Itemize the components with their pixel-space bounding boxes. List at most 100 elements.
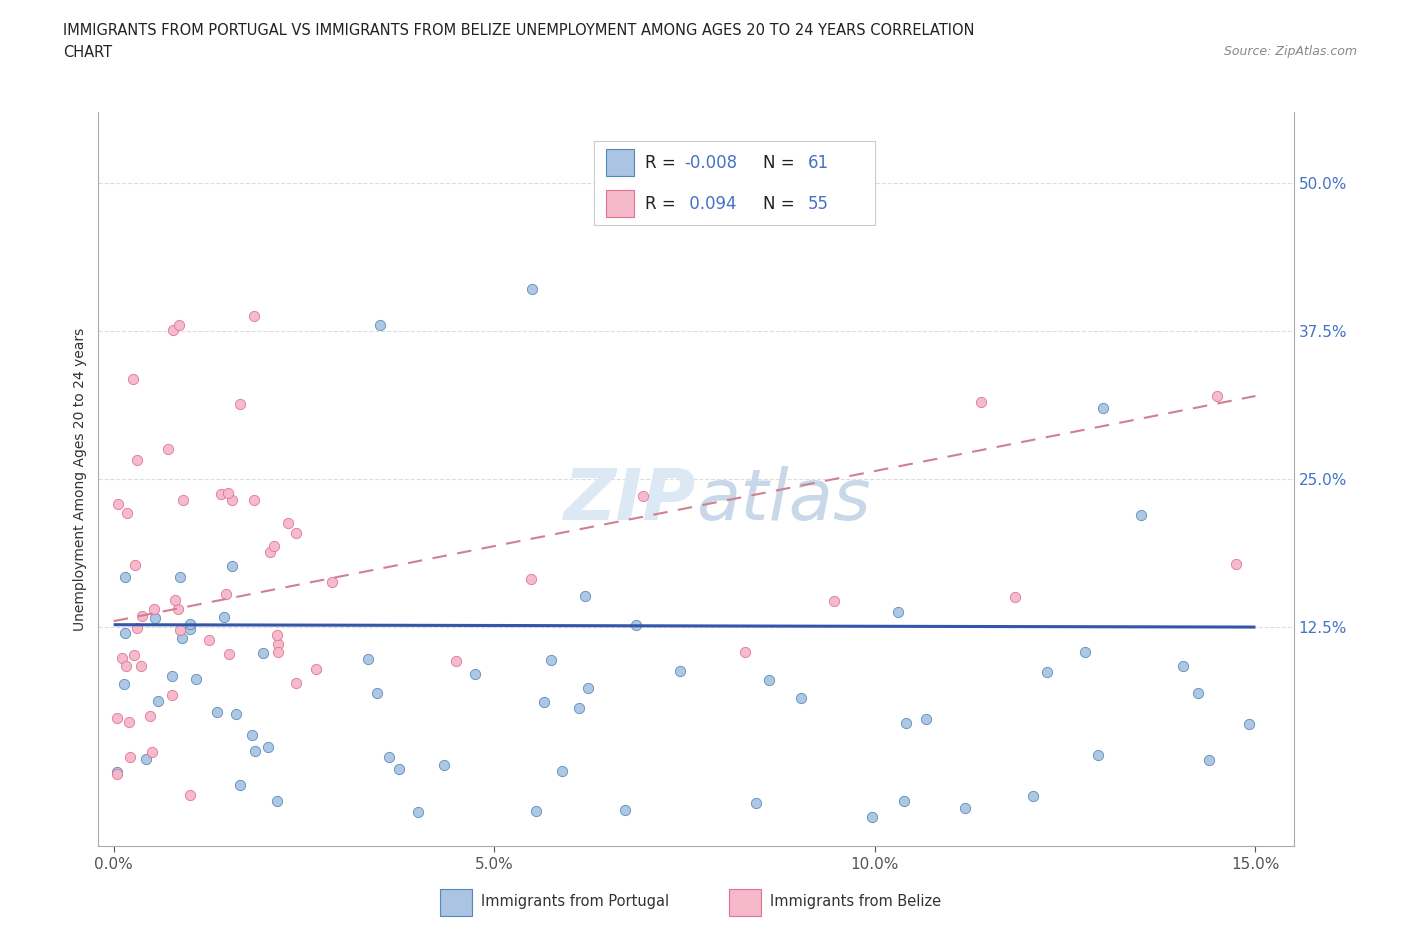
Point <box>209 487 232 502</box>
Point <box>266 644 288 659</box>
Point <box>146 693 169 708</box>
Point <box>464 667 486 682</box>
Point <box>157 442 180 457</box>
Point <box>138 709 160 724</box>
FancyBboxPatch shape <box>440 889 472 916</box>
Point <box>1036 664 1059 679</box>
Point <box>118 749 141 764</box>
Point <box>218 646 240 661</box>
Point <box>357 652 380 667</box>
Point <box>1225 556 1247 571</box>
Point <box>305 661 328 676</box>
Text: IMMIGRANTS FROM PORTUGAL VS IMMIGRANTS FROM BELIZE UNEMPLOYMENT AMONG AGES 20 TO: IMMIGRANTS FROM PORTUGAL VS IMMIGRANTS F… <box>63 23 974 38</box>
Text: Source: ZipAtlas.com: Source: ZipAtlas.com <box>1223 45 1357 58</box>
Point <box>179 617 201 631</box>
Point <box>179 622 201 637</box>
Point <box>212 610 235 625</box>
Point <box>118 714 141 729</box>
Point <box>276 515 298 530</box>
Point <box>1187 685 1209 700</box>
Point <box>1198 753 1220 768</box>
Point <box>225 707 247 722</box>
Point <box>533 694 555 709</box>
Point <box>613 803 636 817</box>
Point <box>631 488 654 503</box>
Point <box>745 795 768 810</box>
Point <box>408 804 430 819</box>
Point <box>169 622 191 637</box>
Point <box>624 618 647 632</box>
Point <box>121 372 143 387</box>
Point <box>668 663 690 678</box>
Text: atlas: atlas <box>696 467 870 536</box>
Point <box>285 525 308 540</box>
Point <box>125 620 148 635</box>
Point <box>179 788 201 803</box>
Point <box>1206 389 1229 404</box>
Point <box>433 758 456 773</box>
Point <box>229 777 252 792</box>
Point <box>221 558 243 573</box>
Point <box>124 558 146 573</box>
Point <box>758 672 780 687</box>
Point <box>790 691 813 706</box>
Point <box>105 711 128 725</box>
Point <box>243 309 266 324</box>
Point <box>1073 644 1095 659</box>
Point <box>114 569 136 584</box>
Point <box>197 632 219 647</box>
Point <box>162 323 184 338</box>
Y-axis label: Unemployment Among Ages 20 to 24 years: Unemployment Among Ages 20 to 24 years <box>73 327 87 631</box>
Point <box>107 497 129 512</box>
Point <box>915 711 938 726</box>
Point <box>1171 658 1194 673</box>
Point <box>112 677 135 692</box>
Point <box>896 715 918 730</box>
Point <box>240 727 263 742</box>
Point <box>131 608 153 623</box>
Point <box>524 804 547 818</box>
Point <box>117 506 139 521</box>
Point <box>366 685 388 700</box>
Point <box>252 645 274 660</box>
Point <box>734 644 756 659</box>
Point <box>266 794 288 809</box>
Point <box>522 282 544 297</box>
Text: CHART: CHART <box>63 45 112 60</box>
Text: Immigrants from Portugal: Immigrants from Portugal <box>481 894 669 910</box>
Point <box>122 648 145 663</box>
Point <box>114 625 136 640</box>
Point <box>284 675 307 690</box>
Point <box>953 800 976 815</box>
Point <box>143 611 166 626</box>
Point <box>1022 789 1045 804</box>
Point <box>105 766 128 781</box>
Point <box>259 544 281 559</box>
Point <box>245 744 267 759</box>
Point <box>519 572 541 587</box>
Point <box>887 604 910 619</box>
Point <box>229 397 252 412</box>
Point <box>263 538 285 553</box>
Point <box>576 681 599 696</box>
Point <box>169 570 191 585</box>
Point <box>823 593 845 608</box>
Point <box>221 493 243 508</box>
Point <box>368 317 391 332</box>
Point <box>165 593 187 608</box>
Point <box>243 493 266 508</box>
Point <box>1087 748 1109 763</box>
Point <box>160 687 183 702</box>
Point <box>1237 716 1260 731</box>
Point <box>115 658 138 673</box>
Point <box>574 589 596 604</box>
Point <box>215 587 238 602</box>
Point <box>321 575 343 590</box>
Point <box>111 650 134 665</box>
Point <box>568 700 591 715</box>
Point <box>540 652 562 667</box>
Point <box>444 654 467 669</box>
Point <box>125 453 148 468</box>
Text: ZIP: ZIP <box>564 467 696 536</box>
Point <box>267 637 290 652</box>
